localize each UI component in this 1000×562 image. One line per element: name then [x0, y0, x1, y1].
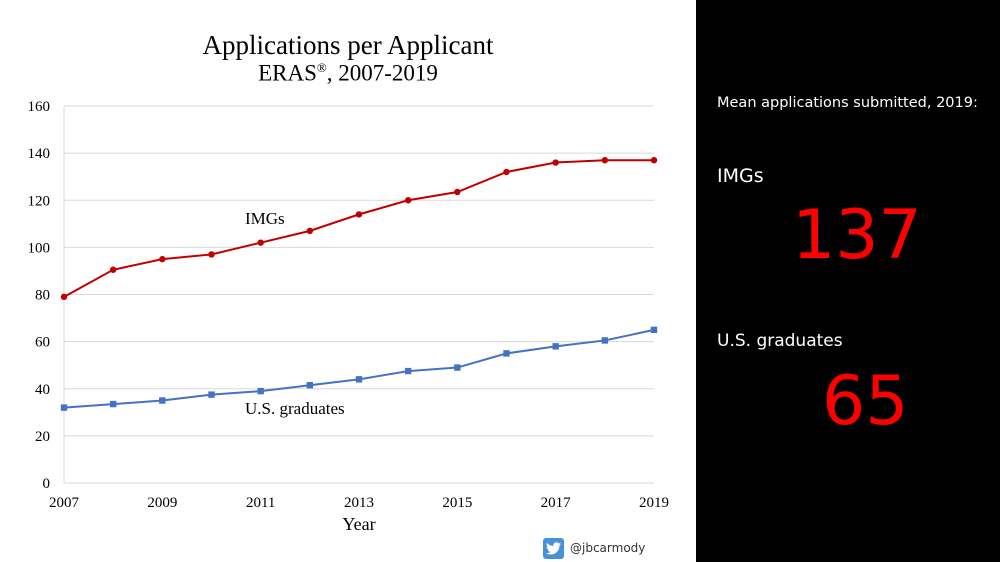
data-point-imgs: [109, 266, 117, 273]
data-point-u-s-graduates: [601, 337, 609, 344]
y-tick-labels: 0 20 40 60 80 100 120 140 160: [28, 99, 51, 492]
chart-subtitle: ERAS®, 2007-2019: [0, 60, 696, 87]
y-tick-label: 80: [35, 288, 50, 304]
data-point-u-s-graduates: [109, 400, 117, 408]
y-tick-label: 120: [28, 193, 51, 209]
data-point-u-s-graduates: [257, 387, 264, 395]
gridlines: [64, 105, 654, 437]
twitter-credit[interactable]: @jbcarmody: [543, 537, 645, 559]
data-point-u-s-graduates: [355, 376, 363, 383]
us-graduates-label: U.S. graduates: [717, 331, 843, 351]
data-point-imgs: [601, 156, 609, 164]
x-tick-labels: 2007 2009 2011 2013 2015 2017 2019: [49, 495, 669, 511]
imgs-label: IMGs: [717, 165, 764, 187]
summary-panel: Mean applications submitted, 2019: IMGs …: [696, 0, 1000, 562]
data-point-imgs: [355, 211, 363, 218]
twitter-bird-icon: [543, 537, 564, 559]
data-point-imgs: [404, 197, 412, 204]
data-point-imgs: [454, 188, 461, 196]
y-tick-label: 60: [35, 335, 50, 351]
x-tick-label: 2015: [442, 495, 472, 511]
series-markers: [60, 156, 658, 411]
chart-title: Applications per Applicant: [202, 30, 494, 60]
x-tick-label: 2019: [639, 495, 669, 511]
y-tick-label: 0: [43, 476, 51, 492]
series-lines: [63, 159, 655, 409]
x-tick-label: 2013: [344, 495, 374, 511]
data-point-imgs: [257, 239, 264, 246]
data-point-u-s-graduates: [650, 326, 658, 334]
series-label-imgs: IMGs: [245, 209, 285, 228]
data-point-u-s-graduates: [306, 382, 314, 389]
imgs-value: 137: [792, 196, 922, 275]
data-point-imgs: [60, 293, 68, 301]
x-axis-title: Year: [342, 514, 375, 534]
y-tick-label: 20: [35, 429, 50, 445]
us-graduates-value: 65: [822, 362, 909, 441]
subtitle-main: ERAS: [258, 60, 317, 86]
series-line-imgs: [63, 159, 654, 298]
y-tick-label: 140: [28, 146, 51, 162]
data-point-imgs: [306, 227, 314, 235]
registered-mark: ®: [316, 60, 327, 75]
data-point-u-s-graduates: [208, 391, 215, 398]
data-point-imgs: [503, 168, 510, 176]
data-point-imgs: [159, 255, 166, 263]
y-tick-label: 100: [28, 240, 51, 256]
data-point-u-s-graduates: [552, 343, 559, 350]
data-point-imgs: [552, 159, 559, 166]
series-label-us-graduates: U.S. graduates: [245, 399, 345, 418]
data-point-u-s-graduates: [404, 367, 412, 375]
x-tick-label: 2017: [541, 495, 572, 511]
data-point-u-s-graduates: [159, 397, 166, 404]
x-tick-label: 2011: [246, 495, 275, 511]
data-point-imgs: [650, 156, 658, 164]
subtitle-rest: , 2007-2019: [326, 60, 438, 86]
data-point-u-s-graduates: [60, 404, 68, 411]
y-tick-label: 160: [28, 99, 51, 115]
data-point-imgs: [208, 251, 215, 258]
twitter-handle: @jbcarmody: [570, 541, 646, 555]
x-tick-label: 2009: [147, 495, 177, 511]
y-tick-label: 40: [35, 382, 50, 398]
data-point-u-s-graduates: [454, 364, 461, 371]
x-tick-label: 2007: [49, 495, 80, 511]
data-point-u-s-graduates: [503, 350, 510, 357]
chart-panel: Applications per Applicant ERAS®, 2007-2…: [0, 30, 696, 559]
summary-heading: Mean applications submitted, 2019:: [717, 95, 978, 111]
